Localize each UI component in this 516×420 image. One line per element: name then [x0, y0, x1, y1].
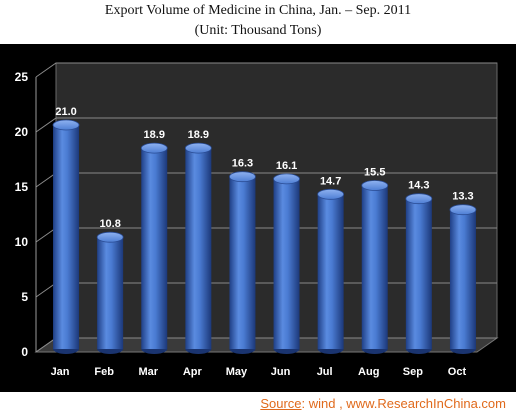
- bar-body: [53, 125, 80, 349]
- bar: [449, 204, 477, 354]
- bar: [273, 173, 300, 354]
- bar: [184, 142, 212, 354]
- bar: [405, 193, 433, 354]
- x-tick-label: Apr: [183, 366, 203, 378]
- source-note: Source: wind , www.ResearchInChina.com: [260, 396, 506, 411]
- x-tick-label: Jun: [271, 366, 291, 378]
- bar-body: [361, 185, 388, 349]
- bar-top: [361, 180, 389, 191]
- x-tick-label: Mar: [138, 366, 158, 378]
- gridline: [35, 117, 497, 133]
- data-label: 16.3: [232, 158, 253, 170]
- data-label: 18.9: [188, 129, 209, 141]
- data-label: 14.7: [320, 175, 341, 187]
- bar-top: [405, 193, 433, 205]
- bar-top: [140, 142, 168, 154]
- y-tick-label: 25: [15, 70, 29, 84]
- y-tick-label: 0: [21, 345, 28, 359]
- data-label: 15.5: [364, 167, 385, 179]
- bar-top: [52, 119, 80, 131]
- bar-top: [273, 173, 300, 185]
- bar-body: [273, 178, 300, 349]
- bar: [229, 171, 256, 354]
- x-tick-label: Sep: [403, 366, 423, 378]
- bar: [52, 119, 80, 354]
- bar-body: [405, 198, 432, 349]
- data-label: 21.0: [55, 106, 76, 118]
- bar: [96, 231, 124, 354]
- source-label: Source: [260, 396, 302, 411]
- data-label: 16.1: [276, 160, 297, 172]
- bar-top: [96, 231, 124, 243]
- x-tick-label: Oct: [448, 366, 467, 378]
- bar: [361, 180, 389, 354]
- chart-title: Export Volume of Medicine in China, Jan.…: [104, 3, 412, 18]
- source-text: : wind , www.ResearchInChina.com: [301, 396, 506, 411]
- bar-body: [185, 148, 212, 349]
- bar-top: [449, 204, 477, 216]
- data-label: 13.3: [452, 191, 473, 203]
- bar-top: [184, 142, 212, 154]
- bar-body: [449, 209, 476, 349]
- x-tick-label: May: [226, 366, 248, 378]
- x-tick-label: Jan: [51, 366, 70, 378]
- bar: [317, 188, 345, 354]
- x-tick-label: Jul: [317, 366, 333, 378]
- data-label: 14.3: [408, 180, 429, 192]
- y-tick-label: 20: [15, 125, 29, 139]
- x-tick-label: Aug: [358, 366, 379, 378]
- y-tick-label: 10: [15, 235, 29, 249]
- y-tick-label: 5: [21, 290, 28, 304]
- gridline: [35, 62, 497, 78]
- bar-body: [141, 148, 168, 349]
- bar-chart: 0 5 10 15 20 25 Jan Feb Mar Apr May Jun Jul Aug Sep Oct…: [0, 44, 516, 392]
- bar-body: [97, 237, 124, 349]
- data-label: 18.9: [144, 129, 165, 141]
- bar-top: [317, 188, 345, 200]
- data-label: 10.8: [99, 218, 120, 230]
- bar-body: [229, 176, 256, 349]
- bar: [140, 142, 168, 354]
- y-tick-label: 15: [15, 180, 29, 194]
- chart-subtitle: (Unit: Thousand Tons): [194, 23, 322, 38]
- x-tick-label: Feb: [94, 366, 114, 378]
- bar-body: [317, 194, 344, 349]
- bar-top: [229, 171, 256, 183]
